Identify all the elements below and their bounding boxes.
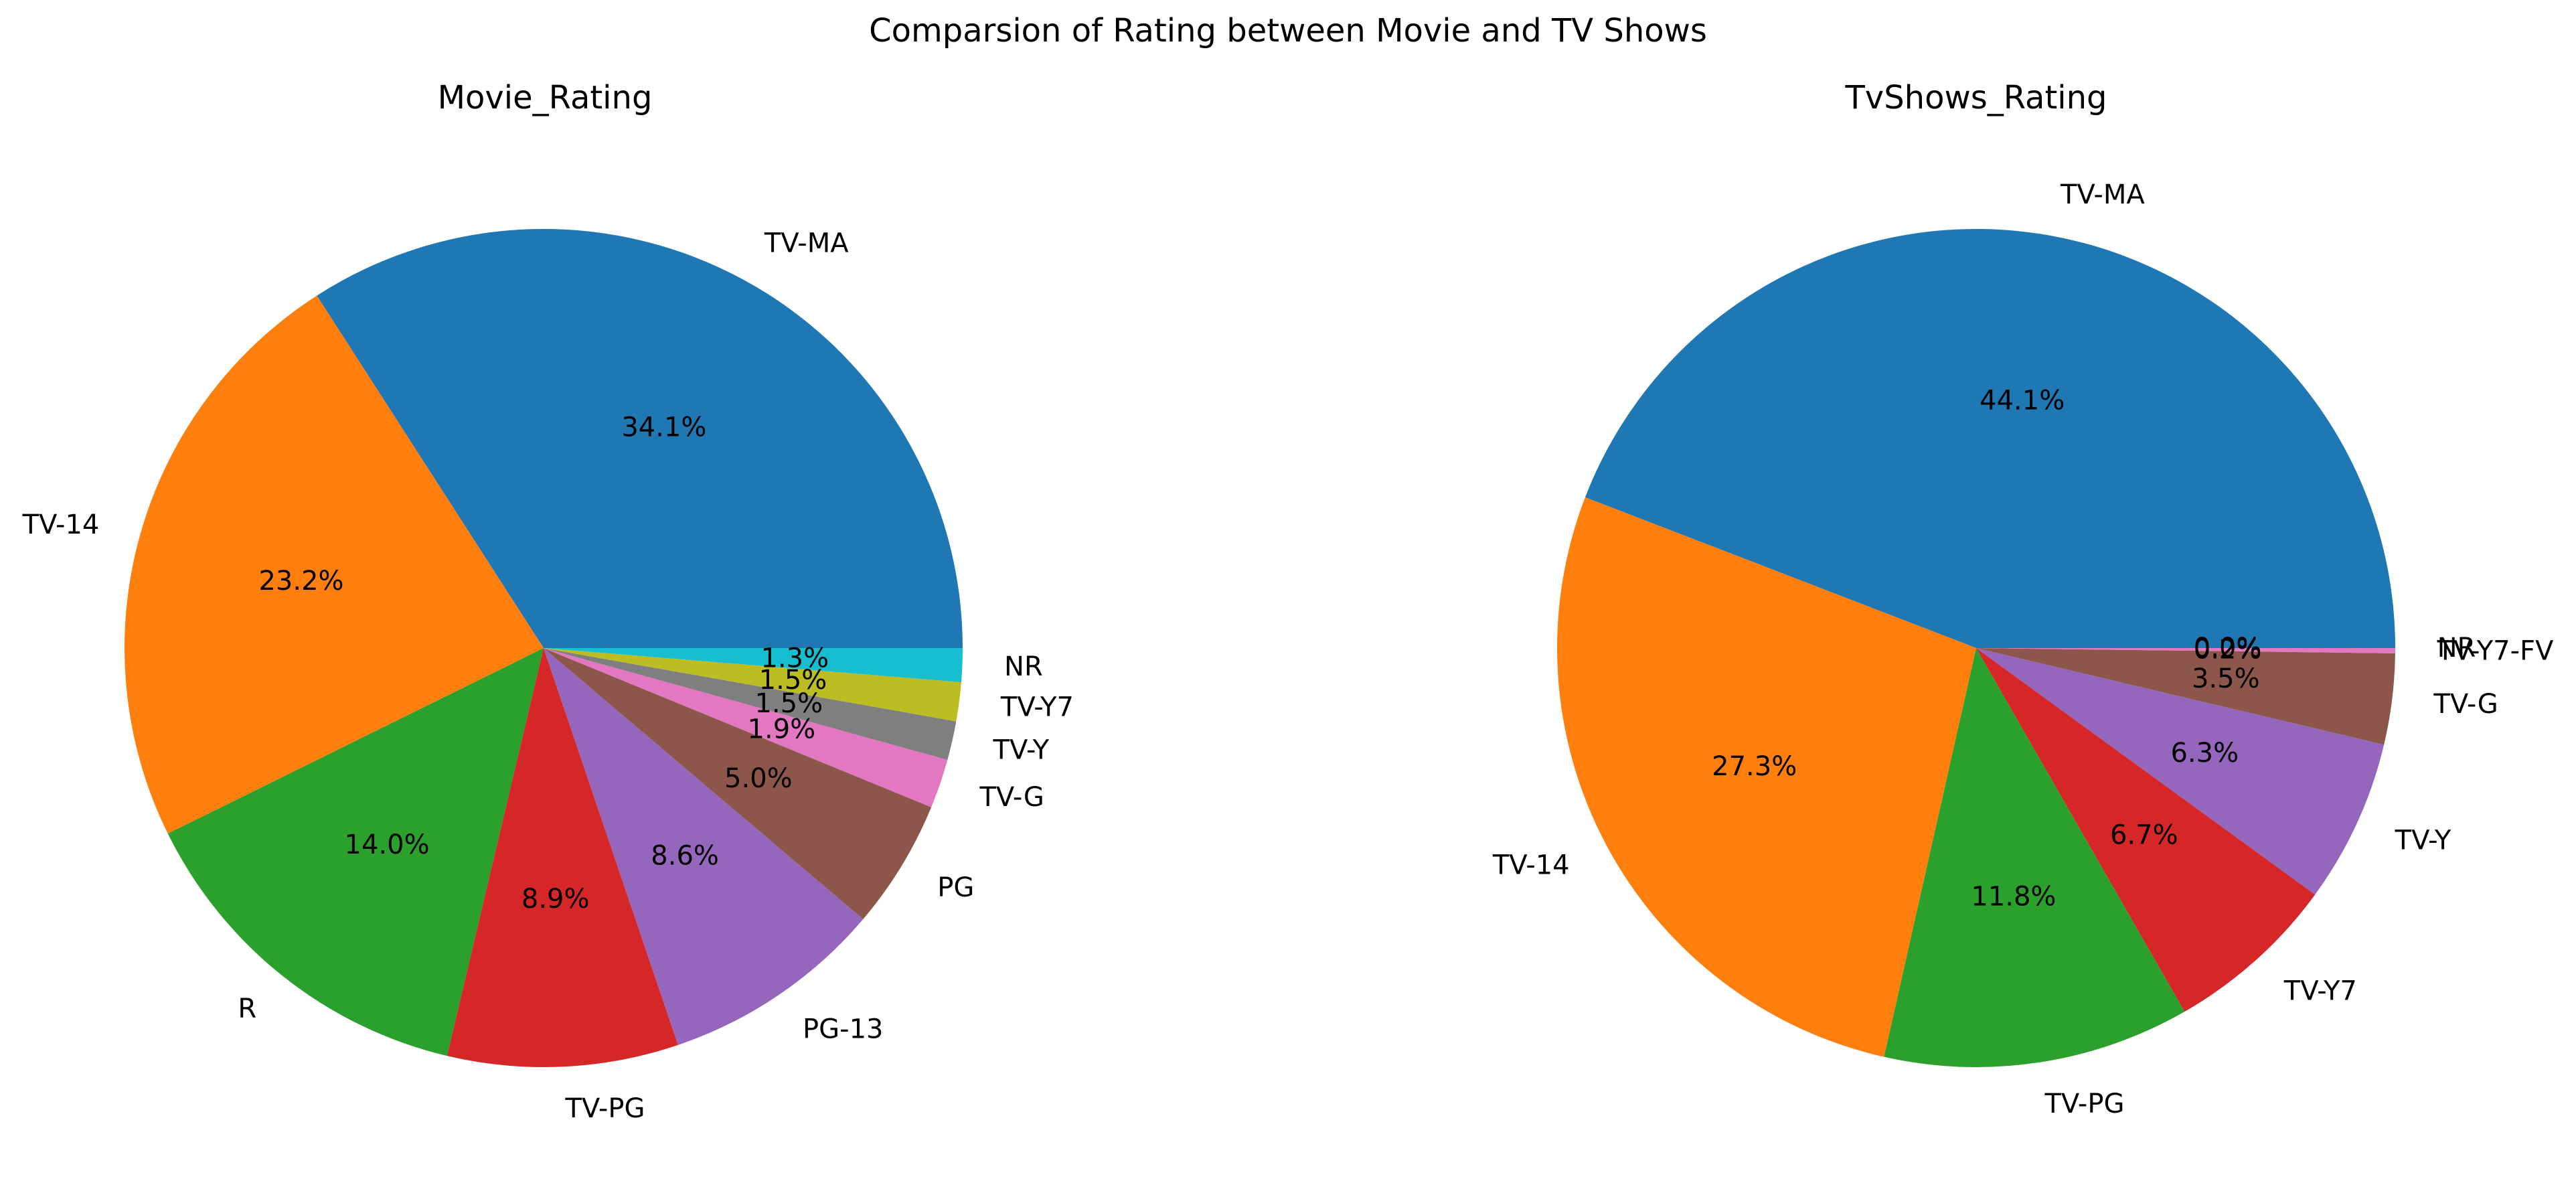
movie-slice-pct-nr: 1.3% (760, 643, 829, 673)
movie-slice-pg-13 (544, 648, 864, 1045)
movie-slice-pct-tv-pg: 8.9% (521, 884, 590, 915)
tvshows-slice-label-tv-y7-fv: TV-Y7-FV (2437, 635, 2554, 666)
movie-slice-label-tv-y: TV-Y (993, 734, 1050, 765)
tvshows-slice-label-tv-g: TV-G (2433, 689, 2498, 720)
movie-slice-pct-pg: 5.0% (724, 763, 793, 794)
movie-slice-label-tv-ma: TV-MA (764, 228, 849, 259)
movie-slice-pct-tv-ma: 34.1% (621, 412, 706, 443)
movie-slice-tv-pg (447, 648, 678, 1067)
tvshows-slice-pct-tv-y7-fv: 0.2% (2194, 634, 2262, 665)
tvshows-slice-tv-ma (1585, 228, 2395, 648)
tvshows-slice-pct-tv-14: 27.3% (1712, 751, 1797, 782)
movie-slice-pct-tv-14: 23.2% (258, 566, 343, 597)
movie-slice-r (167, 648, 544, 1056)
tvshows-slice-pct-tv-pg: 11.8% (1971, 881, 2056, 912)
movie-slice-tv-g (544, 648, 948, 807)
movie-slice-label-pg: PG (937, 872, 974, 903)
movie-slice-label-pg-13: PG-13 (803, 1014, 883, 1045)
figure-title: Comparsion of Rating between Movie and T… (869, 12, 1707, 50)
movie-slice-tv-y7 (544, 648, 961, 722)
movie-slice-nr (544, 648, 963, 683)
tvshows-slice-tv-y (1976, 648, 2385, 895)
movie-slice-label-tv-g: TV-G (979, 782, 1044, 813)
tvshows-slice-tv-g (1976, 648, 2395, 745)
tvshows-pie (1557, 228, 2395, 1067)
tvshows-slice-tv-pg (1884, 648, 2185, 1067)
movie-slice-label-r: R (238, 994, 256, 1024)
tvshows-slice-pct-tv-ma: 44.1% (1980, 386, 2065, 416)
tvshows-slice-label-tv-pg: TV-PG (2044, 1089, 2124, 1119)
movie-slice-label-tv-14: TV-14 (22, 509, 100, 540)
tvshows-slice-tv-y7-fv (1976, 648, 2395, 653)
tvshows-slice-pct-tv-g: 3.5% (2192, 663, 2260, 694)
movie-slice-label-tv-pg: TV-PG (564, 1093, 645, 1124)
movie-slice-pct-tv-g: 1.9% (748, 714, 816, 745)
tvshows-slice-tv-14 (1557, 497, 1976, 1057)
movie-slice-tv-y (544, 648, 957, 761)
movie-pie-title: Movie_Rating (437, 79, 653, 116)
tvshows-slice-label-tv-ma: TV-MA (2060, 179, 2145, 210)
movie-slice-pct-tv-y7: 1.5% (759, 665, 827, 696)
tvshows-slice-label-tv-14: TV-14 (1492, 850, 1570, 880)
movie-slice-tv-ma (317, 229, 963, 648)
tvshows-slice-label-tv-y: TV-Y (2395, 825, 2451, 856)
movie-pie (124, 229, 963, 1067)
tvshows-slice-tv-y7 (1976, 648, 2316, 1012)
tvshows-slice-pct-nr: 0.0% (2194, 633, 2262, 663)
movie-slice-pct-r: 14.0% (345, 829, 430, 860)
tvshows-slice-pct-tv-y: 6.3% (2170, 738, 2239, 769)
tvshows-pie-title: TvShows_Rating (1845, 79, 2107, 116)
tvshows-slice-label-nr: NR (2437, 633, 2476, 663)
movie-slice-pg (544, 648, 932, 920)
movie-slice-tv-14 (124, 295, 544, 834)
movie-slice-pct-pg-13: 8.6% (651, 841, 719, 872)
movie-slice-label-tv-y7: TV-Y7 (1000, 692, 1074, 722)
tvshows-slice-pct-tv-y7: 6.7% (2110, 820, 2178, 851)
tvshows-slice-label-tv-y7: TV-Y7 (2283, 976, 2357, 1007)
movie-slice-pct-tv-y: 1.5% (754, 688, 823, 719)
movie-slice-label-nr: NR (1004, 651, 1043, 682)
